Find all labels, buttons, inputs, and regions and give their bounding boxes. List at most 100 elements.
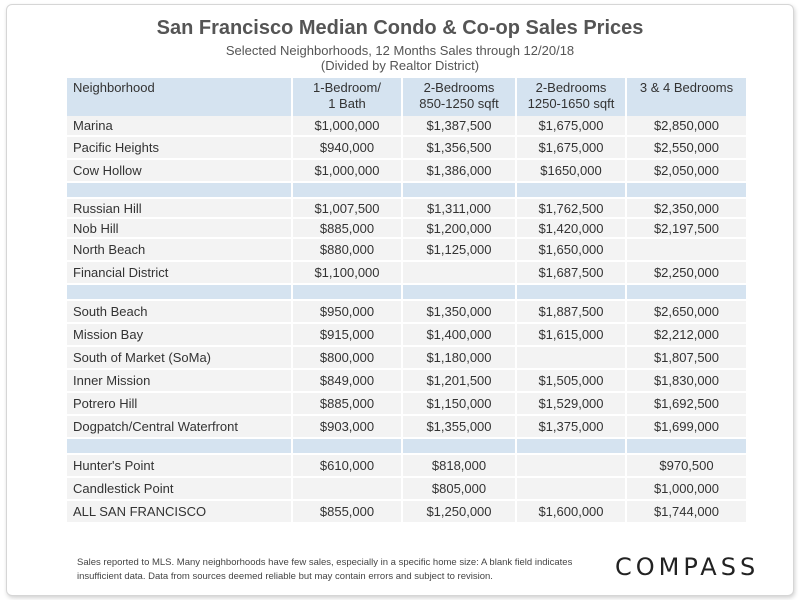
price-cell: $1,529,000: [515, 392, 626, 416]
table-row: South of Market (SoMa) $800,000 $1,180,000…: [67, 346, 746, 370]
price-cell: [291, 477, 402, 501]
price-cell: $903,000: [291, 415, 402, 439]
price-cell: $1,420,000: [515, 218, 626, 239]
table-row: ALL SAN FRANCISCO $855,000 $1,250,000 $1,60…: [67, 500, 746, 524]
separator-cell: [401, 284, 516, 301]
table-row: Russian Hill $1,007,500 $1,311,000 $1,762,5…: [67, 198, 746, 219]
separator-cell: [515, 438, 626, 455]
column-header-line1: 3 & 4 Bedrooms: [639, 80, 734, 95]
price-cell: $1,400,000: [401, 323, 516, 347]
group-separator: [67, 284, 746, 301]
separator-cell: [291, 182, 402, 199]
neighborhood-cell: Potrero Hill: [67, 392, 292, 416]
price-cell: $855,000: [291, 500, 402, 524]
price-cell: $1,201,500: [401, 369, 516, 393]
table-body: Marina $1,000,000 $1,387,500 $1,675,000 $2,8…: [67, 116, 746, 524]
price-cell: $1,355,000: [401, 415, 516, 439]
chart-card: San Francisco Median Condo & Co-op Sales…: [6, 4, 794, 596]
price-cell: $1,699,000: [625, 415, 746, 439]
price-cell: $1,744,000: [625, 500, 746, 524]
column-header-line2: 1250-1650 sqft: [527, 96, 615, 111]
price-cell: $1,887,500: [515, 300, 626, 324]
separator-cell: [401, 438, 516, 455]
header-row: Neighborhood 1-Bedroom/1 Bath 2-Bedrooms 85…: [67, 78, 746, 116]
table-row: North Beach $880,000 $1,125,000 $1,650,000: [67, 238, 746, 262]
price-cell: $1,692,500: [625, 392, 746, 416]
price-cell: $1,100,000: [291, 261, 402, 285]
neighborhood-cell: Russian Hill: [67, 198, 292, 219]
price-cell: $1,350,000: [401, 300, 516, 324]
price-cell: $1,375,000: [515, 415, 626, 439]
price-cell: $1,200,000: [401, 218, 516, 239]
separator-cell: [67, 182, 292, 199]
price-cell: $1,125,000: [401, 238, 516, 262]
price-cell: $1,762,500: [515, 198, 626, 219]
price-cell: $1,386,000: [401, 159, 516, 183]
price-cell: $2,197,500: [625, 218, 746, 239]
price-cell: $818,000: [401, 454, 516, 478]
price-cell: [401, 261, 516, 285]
table-row: South Beach $950,000 $1,350,000 $1,887,500 $…: [67, 300, 746, 324]
price-cell: $2,350,000: [625, 198, 746, 219]
table-row: Inner Mission $849,000 $1,201,500 $1,505,00…: [67, 369, 746, 393]
price-cell: $1,807,500: [625, 346, 746, 370]
price-cell: $2,212,000: [625, 323, 746, 347]
chart-subtitle-district: (Divided by Realtor District): [320, 58, 480, 73]
separator-cell: [515, 182, 626, 199]
price-cell: $1,505,000: [515, 369, 626, 393]
neighborhood-cell: Nob Hill: [67, 218, 292, 239]
chart-subtitle: Selected Neighborhoods, 12 Months Sales …: [225, 43, 575, 58]
price-cell: $1,356,500: [401, 136, 516, 160]
column-header-line1: Neighborhood: [73, 80, 155, 95]
price-cell: $2,250,000: [625, 261, 746, 285]
table-row: Cow Hollow $1,000,000 $1,386,000 $1650,000 $…: [67, 159, 746, 183]
neighborhood-cell: Dogpatch/Central Waterfront: [67, 415, 292, 439]
column-header-line2: 850-1250 sqft: [419, 96, 499, 111]
separator-cell: [401, 182, 516, 199]
price-cell: $1,007,500: [291, 198, 402, 219]
price-cell: $950,000: [291, 300, 402, 324]
column-header: 2-Bedrooms 1250-1650 sqft: [515, 78, 626, 116]
group-separator: [67, 438, 746, 455]
price-cell: [515, 477, 626, 501]
price-cell: $1,615,000: [515, 323, 626, 347]
table-row: Mission Bay $915,000 $1,400,000 $1,615,000 $…: [67, 323, 746, 347]
price-cell: $849,000: [291, 369, 402, 393]
column-header: 2-Bedrooms 850-1250 sqft: [401, 78, 516, 116]
neighborhood-cell: North Beach: [67, 238, 292, 262]
separator-cell: [515, 284, 626, 301]
neighborhood-cell: Cow Hollow: [67, 159, 292, 183]
neighborhood-cell: Hunter's Point: [67, 454, 292, 478]
price-cell: $1,675,000: [515, 136, 626, 160]
price-cell: $885,000: [291, 392, 402, 416]
table-row: Marina $1,000,000 $1,387,500 $1,675,000 $2,8…: [67, 116, 746, 137]
column-header: 3 & 4 Bedrooms: [625, 78, 746, 116]
column-header-line2: 1 Bath: [328, 96, 366, 111]
table-row: Pacific Heights $940,000 $1,356,500 $1,675,…: [67, 136, 746, 160]
price-cell: $1,600,000: [515, 500, 626, 524]
neighborhood-cell: Pacific Heights: [67, 136, 292, 160]
column-header-line1: 1-Bedroom/: [313, 80, 381, 95]
price-cell: [515, 454, 626, 478]
price-cell: $1,000,000: [291, 116, 402, 137]
table-row: Candlestick Point $805,000 $1,000,000: [67, 477, 746, 501]
price-cell: $885,000: [291, 218, 402, 239]
table-row: Nob Hill $885,000 $1,200,000 $1,420,000 $2,1…: [67, 218, 746, 239]
neighborhood-cell: Mission Bay: [67, 323, 292, 347]
table-row: Dogpatch/Central Waterfront $903,000 $1,35…: [67, 415, 746, 439]
neighborhood-cell: Marina: [67, 116, 292, 137]
neighborhood-cell: Inner Mission: [67, 369, 292, 393]
price-cell: [625, 238, 746, 262]
separator-cell: [625, 182, 746, 199]
chart-title: San Francisco Median Condo & Co-op Sales…: [156, 17, 644, 39]
neighborhood-cell: Financial District: [67, 261, 292, 285]
price-cell: $880,000: [291, 238, 402, 262]
price-cell: $1,830,000: [625, 369, 746, 393]
footnote: Sales reported to MLS. Many neighborhood…: [77, 557, 573, 582]
price-cell: $1,687,500: [515, 261, 626, 285]
table-header: Neighborhood 1-Bedroom/1 Bath 2-Bedrooms 85…: [67, 78, 746, 116]
separator-cell: [67, 284, 292, 301]
price-cell: $1,000,000: [625, 477, 746, 501]
neighborhood-cell: Candlestick Point: [67, 477, 292, 501]
price-table: Neighborhood 1-Bedroom/1 Bath 2-Bedrooms 85…: [67, 78, 746, 524]
